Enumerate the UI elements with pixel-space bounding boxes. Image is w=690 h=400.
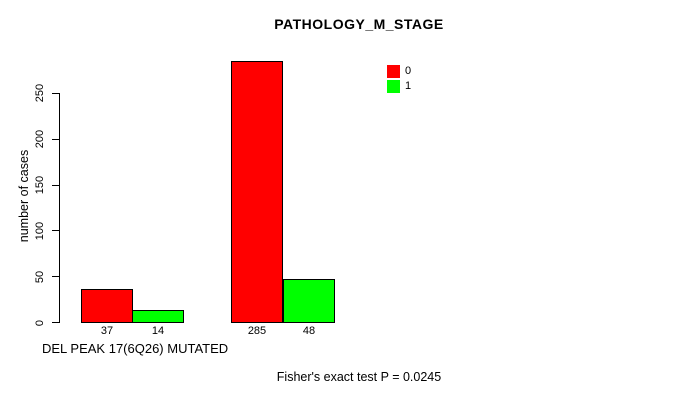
legend-label: 1 [405,79,412,92]
y-tick-mark [52,322,60,324]
y-tick-mark [52,276,60,278]
y-tick-label: 150 [34,175,46,195]
legend-item: 1 [387,79,411,93]
y-tick-mark [52,138,60,140]
legend-label: 0 [405,64,412,77]
y-axis-label: number of cases [17,149,31,243]
bar-group1-series-0 [81,288,133,323]
y-tick-mark [52,92,60,94]
y-tick-label: 250 [34,84,46,103]
annotation-text: Fisher's exact test P = 0.0245 [276,370,442,384]
bar-value-label: 37 [100,325,114,337]
bar-value-label: 48 [302,325,316,337]
bar-group2-series-1 [283,278,335,323]
y-tick-label: 0 [34,319,46,326]
bar-value-label: 14 [151,325,165,337]
x-axis-label: DEL PEAK 17(6Q26) MUTATED [42,341,229,356]
chart-title: PATHOLOGY_M_STAGE [274,16,444,32]
bar-value-label: 285 [247,325,267,337]
y-tick-label: 50 [34,270,46,283]
bar-group2-series-0 [231,61,283,323]
y-tick-mark [52,230,60,232]
legend-item: 0 [387,64,411,78]
legend-swatch-icon [387,79,400,93]
legend-swatch-icon [387,64,400,78]
y-tick-label: 200 [34,130,46,149]
y-tick-label: 100 [34,221,46,241]
bar-group1-series-1 [132,309,184,323]
y-tick-mark [52,184,60,186]
y-axis-line [59,93,60,323]
